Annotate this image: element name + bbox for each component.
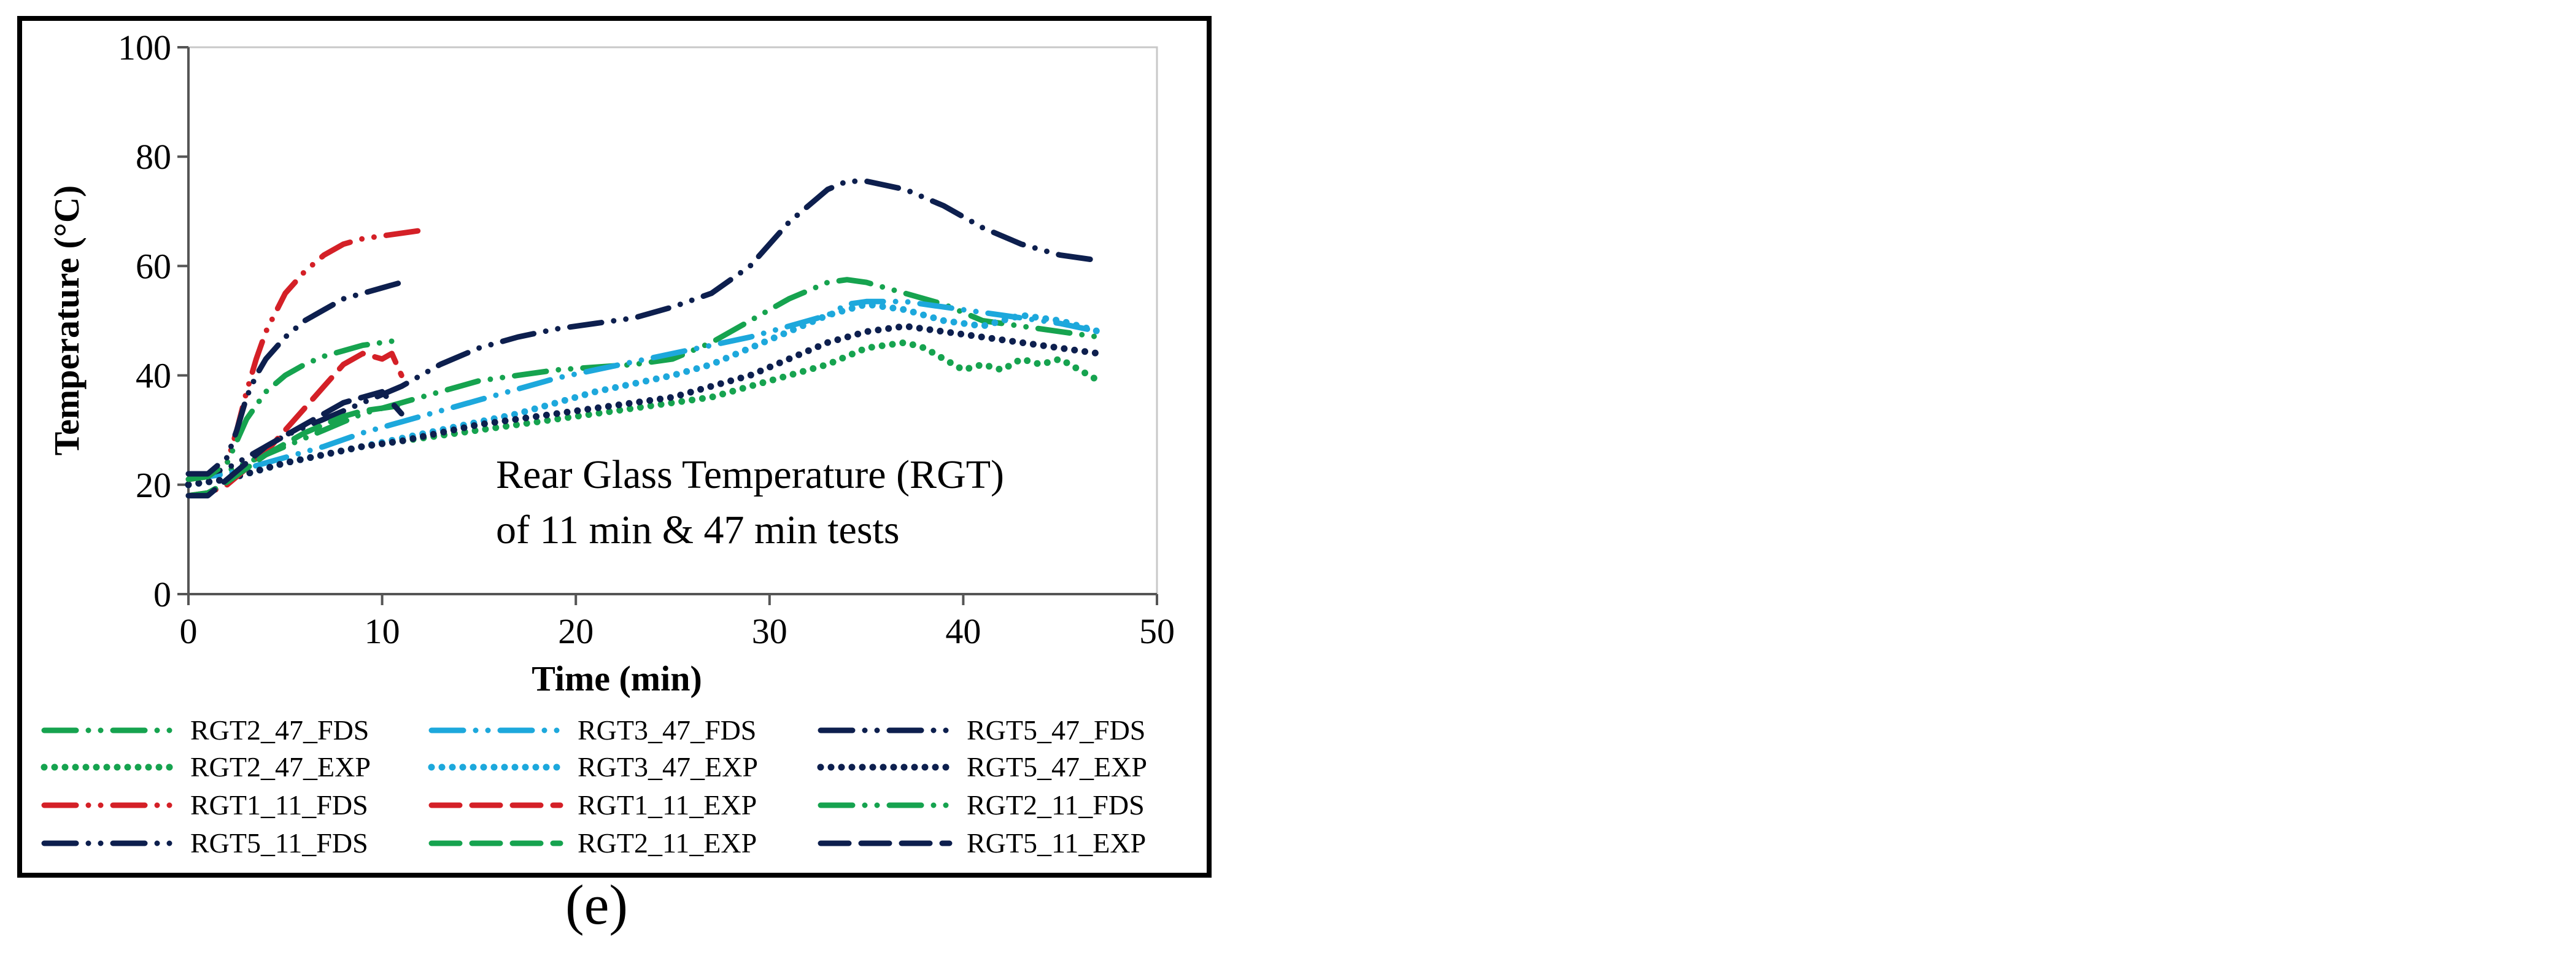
series-line-rgt3-47-fds [185,298,1102,482]
series-line-rgt2-11-fds [185,337,404,482]
y-tick-label: 20 [136,465,171,505]
y-axis: 0 20 40 60 80 100 [118,28,190,614]
series-line-rgt5-11-fds [185,279,404,477]
legend-item-rgt2-47-exp: RGT2_47_EXP [41,751,371,783]
figure-caption: (e) [565,873,628,936]
legend-label: RGT2_11_FDS [967,789,1145,821]
legend-label: RGT5_47_EXP [967,751,1147,783]
legend-label: RGT2_11_EXP [578,827,757,859]
y-tick-label: 0 [153,574,171,614]
y-tick-label: 60 [136,246,171,286]
legend-label: RGT3_47_EXP [578,751,758,783]
legend-item-rgt5-47-exp: RGT5_47_EXP [817,751,1147,783]
y-tick-label: 40 [136,356,171,396]
annotation-line-2: of 11 min & 47 min tests [496,508,900,552]
legend-label: RGT3_47_FDS [578,714,756,746]
legend-item-rgt2-11-exp: RGT2_11_EXP [428,827,757,859]
x-axis: 0 10 20 30 40 50 [180,593,1175,651]
x-tick-label: 50 [1139,611,1175,651]
y-tick-label: 100 [118,28,171,68]
series-line-rgt5-11-exp [185,389,404,499]
legend-label: RGT2_47_FDS [190,714,369,746]
legend-item-rgt2-11-fds: RGT2_11_FDS [818,789,1145,821]
legend-item-rgt5-47-fds: RGT5_47_FDS [818,714,1145,746]
legend-label: RGT5_47_FDS [967,714,1145,746]
x-tick-label: 40 [945,611,981,651]
x-tick-label: 20 [558,611,594,651]
legend-label: RGT5_11_FDS [190,827,368,859]
legend-label: RGT1_11_FDS [190,789,368,821]
y-axis-title: Temperature (°C) [47,185,87,455]
y-tick-label: 80 [136,137,171,177]
legend-item-rgt1-11-fds: RGT1_11_FDS [41,789,368,821]
x-axis-title: Time (min) [532,659,702,698]
series-line-rgt5-47-exp [185,322,1102,489]
x-tick-label: 0 [180,611,198,651]
legend: RGT2_47_FDS RGT3_47_FDS RGT5_47_FDS RGT2_47… [41,714,1147,859]
annotation: Rear Glass Temperature (RGT) of 11 min &… [496,452,1004,552]
legend-item-rgt5-11-exp: RGT5_11_EXP [818,827,1146,859]
legend-label: RGT5_11_EXP [967,827,1146,859]
legend-label: RGT2_47_EXP [190,751,371,783]
figure-frame [17,16,1212,878]
series-layer [185,178,1102,499]
annotation-line-1: Rear Glass Temperature (RGT) [496,452,1004,497]
legend-item-rgt2-47-fds: RGT2_47_FDS [41,714,369,746]
legend-item-rgt5-11-fds: RGT5_11_FDS [41,827,368,859]
legend-item-rgt3-47-exp: RGT3_47_EXP [428,751,758,783]
legend-label: RGT1_11_EXP [578,789,757,821]
x-tick-label: 30 [752,611,787,651]
legend-item-rgt3-47-fds: RGT3_47_FDS [428,714,756,746]
legend-item-rgt1-11-exp: RGT1_11_EXP [428,789,757,821]
x-tick-label: 10 [365,611,400,651]
